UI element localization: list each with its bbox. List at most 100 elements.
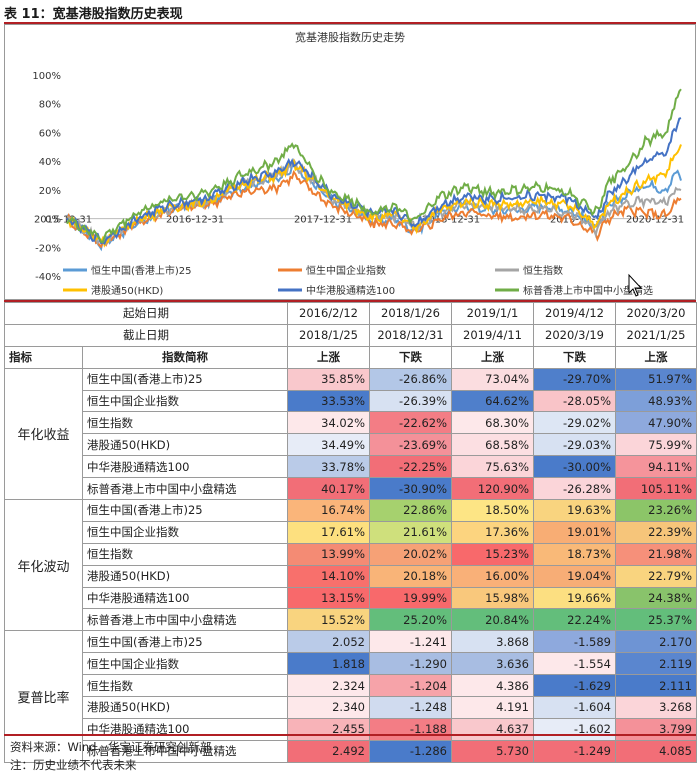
value-cell: -1.286 [369,739,452,763]
value-cell: -1.604 [533,696,616,719]
value-cell: 4.637 [451,717,534,741]
chart-frame: 宽基港股指数历史走势 100% 80% 60% 40% 20% 0% -20% -40% 20… [4,24,696,300]
table-row: 恒生指数 2.324 -1.204 4.386 -1.629 2.111 [5,674,697,698]
value-cell: 47.90% [615,411,697,435]
y-tick-label: 0% [45,215,61,226]
value-cell: 68.30% [451,411,534,435]
value-cell: -30.90% [369,477,452,501]
table-row: 港股通50(HKD) 34.49% -23.69% 68.58% -29.03% 75.9… [5,433,697,457]
table-row: 标普香港上市中国中小盘精选 15.52% 25.20% 20.84% 22.24% 25.… [5,608,697,632]
table-row: 港股通50(HKD) 2.340 -1.248 4.191 -1.604 3.268 [5,696,697,719]
value-cell: 24.38% [615,586,697,610]
y-tick-label: 100% [32,71,61,82]
table-row: 恒生中国企业指数 33.53% -26.39% 64.62% -28.05% 48.93% [5,389,697,413]
series-lines [66,88,682,252]
table-row: 恒生中国企业指数 1.818 -1.290 3.636 -1.554 2.119 [5,652,697,676]
y-tick-label: -20% [35,243,61,254]
top-rule [4,22,696,24]
value-cell: -29.02% [533,411,616,435]
table-row: 中华港股通精选100 13.15% 19.99% 15.98% 19.66% 24.38% [5,586,697,610]
x-tick-label: 2020-12-31 [626,215,684,226]
value-cell: 3.268 [615,696,697,719]
legend-label: 恒生指数 [523,264,563,277]
legend-label: 恒生中国(香港上市)25 [91,264,192,277]
value-cell: 33.53% [287,389,370,413]
value-cell: 23.26% [615,499,697,522]
value-cell: -1.589 [533,630,616,654]
index-name: 恒生中国(香港上市)25 [82,630,288,654]
table-row: 中华港股通精选100 2.455 -1.188 4.637 -1.602 3.799 [5,717,697,741]
value-cell: -26.28% [533,477,616,501]
value-cell: 19.63% [533,499,616,522]
table-row: 标普香港上市中国中小盘精选 40.17% -30.90% 120.90% -26.28%… [5,477,697,501]
value-cell: 34.02% [287,411,370,435]
value-cell: 22.24% [533,608,616,632]
name-header: 指数简称 [82,345,288,369]
end-date-label: 截止日期 [4,323,288,347]
table-row: 恒生指数 13.99% 20.02% 15.23% 18.73% 21.98% [5,542,697,566]
series-line [66,88,682,244]
value-cell: 15.52% [287,608,370,632]
value-cell: -26.86% [369,367,452,391]
value-cell: -28.05% [533,389,616,413]
value-cell: 16.74% [287,499,370,522]
x-tick-label: 2018-12-31 [422,215,480,226]
value-cell: -30.00% [533,455,616,479]
value-cell: 2.492 [287,739,370,763]
value-cell: 2.455 [287,717,370,741]
value-cell: 94.11% [615,455,697,479]
value-cell: 25.37% [615,608,697,632]
value-cell: 19.04% [533,564,616,588]
value-cell: 21.98% [615,542,697,566]
value-cell: 2.324 [287,674,370,698]
value-cell: 20.02% [369,542,452,566]
trend-header: 上涨 [615,345,697,369]
index-name: 港股通50(HKD) [82,433,288,457]
bottom-rule [4,734,696,736]
index-name: 恒生中国企业指数 [82,389,288,413]
start-date: 2019/4/12 [533,302,616,325]
table-row: 港股通50(HKD) 14.10% 20.18% 16.00% 19.04% 22.79% [5,564,697,588]
start-date: 2019/1/1 [451,302,534,325]
value-cell: 34.49% [287,433,370,457]
disclaimer: 注：历史业绩不代表未来 [10,758,137,772]
value-cell: 22.79% [615,564,697,588]
end-date: 2019/4/11 [451,323,534,347]
value-cell: 33.78% [287,455,370,479]
value-cell: 19.01% [533,520,616,544]
start-date-row: 起始日期 2016/2/12 2018/1/26 2019/1/1 2019/4/12 2… [4,302,697,325]
value-cell: -1.188 [369,717,452,741]
index-name: 中华港股通精选100 [82,455,288,479]
y-axis: 100% 80% 60% 40% 20% 0% -20% -40% [32,71,681,283]
value-cell: 22.86% [369,499,452,522]
section-rule [4,300,696,302]
trend-header: 上涨 [451,345,534,369]
value-cell: -1.241 [369,630,452,654]
value-cell: 2.052 [287,630,370,654]
value-cell: 1.818 [287,652,370,676]
value-cell: 14.10% [287,564,370,588]
performance-table: 起始日期 2016/2/12 2018/1/26 2019/1/1 2019/4/12 2… [4,302,697,763]
table-row: 年化波动 恒生中国(香港上市)25 16.74% 22.86% 18.50% 19.63%… [4,499,697,632]
end-date: 2020/3/19 [533,323,616,347]
index-name: 恒生中国(香港上市)25 [82,499,288,522]
value-cell: 20.18% [369,564,452,588]
table-row: 夏普比率 恒生中国(香港上市)25 2.052 -1.241 3.868 -1.589 2.… [4,630,697,763]
start-date-label: 起始日期 [4,302,288,325]
index-name: 标普香港上市中国中小盘精选 [82,608,288,632]
legend-label: 恒生中国企业指数 [306,264,386,277]
y-tick-label: 80% [39,100,61,111]
y-tick-label: 60% [39,128,61,139]
value-cell: 3.636 [451,652,534,676]
value-cell: 51.97% [615,367,697,391]
x-tick-label: 2016-12-31 [166,215,224,226]
start-date: 2020/3/20 [615,302,697,325]
series-line [66,169,682,249]
value-cell: 4.191 [451,696,534,719]
trend-header: 下跌 [369,345,452,369]
table-row: 中华港股通精选100 33.78% -22.25% 75.63% -30.00% 94.1… [5,455,697,479]
table-row: 恒生指数 34.02% -22.62% 68.30% -29.02% 47.90% [5,411,697,435]
y-tick-label: 20% [39,186,61,197]
chart-title: 宽基港股指数历史走势 [295,30,405,44]
